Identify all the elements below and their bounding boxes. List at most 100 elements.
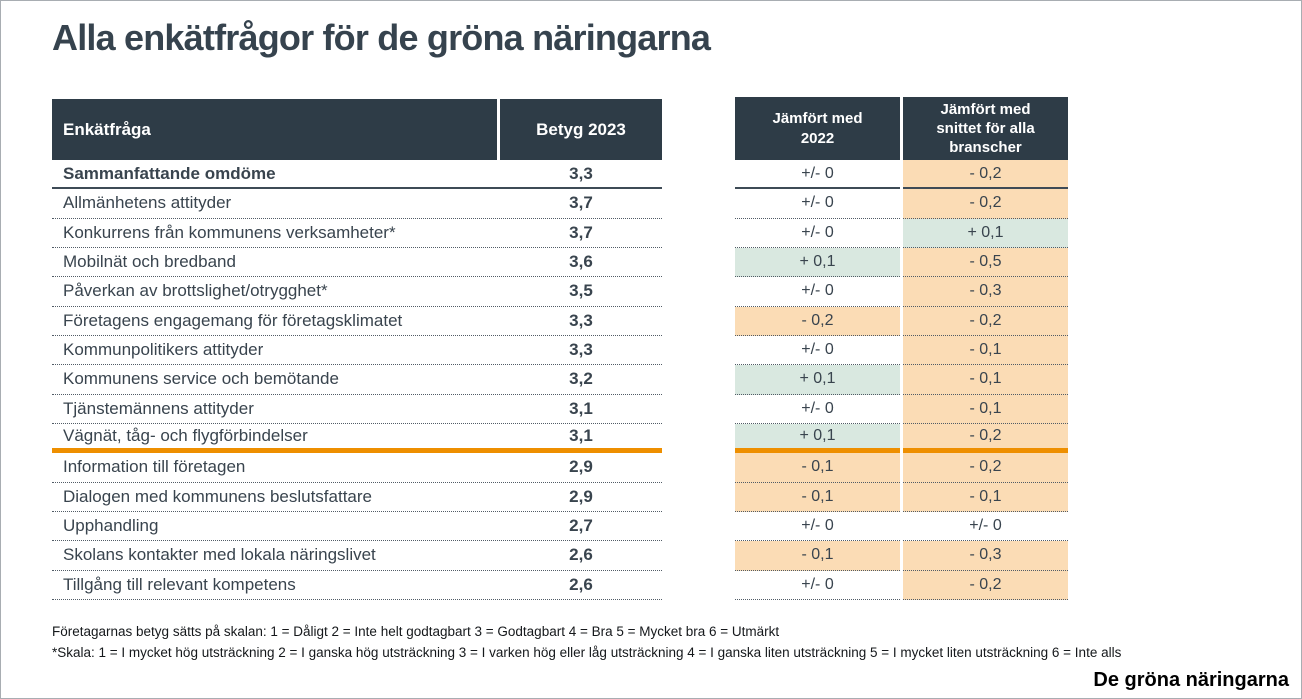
comparison-row: +/- 0- 0,3 (735, 277, 1068, 307)
question-label: Företagens engagemang för företagsklimat… (63, 310, 403, 330)
vs-2022-cell: +/- 0 (735, 395, 900, 424)
question-row: Företagens engagemang för företagsklimat… (52, 307, 662, 336)
comparison-row: +/- 0- 0,1 (735, 394, 1068, 424)
comparison-row: + 0,1- 0,2 (735, 423, 1068, 454)
question-label: Dialogen med kommunens beslutsfattare (63, 486, 372, 506)
vs-snitt-cell: - 0,1 (903, 482, 1068, 512)
vs-2022-cell: + 0,1 (735, 247, 900, 278)
column-header-vs-2022: Jämfört med 2022 (735, 97, 900, 160)
footnote-asterisk-scale: *Skala: 1 = I mycket hög utsträckning 2 … (52, 645, 1122, 660)
question-row: Konkurrens från kommunens verksamheter* 3… (52, 219, 662, 248)
question-label: Konkurrens från kommunens verksamheter* (63, 222, 396, 242)
betyg-value: 3,7 (569, 193, 593, 213)
betyg-value: 3,7 (569, 222, 593, 242)
question-row: Skolans kontakter med lokala näringslive… (52, 541, 662, 571)
question-row: Kommunens service och bemötande 3,2 (52, 365, 662, 395)
vs-2022-cell: - 0,1 (735, 482, 900, 512)
vs-2022-cell: - 0,1 (735, 541, 900, 571)
question-label: Kommunpolitikers attityder (63, 340, 264, 360)
comparison-row: + 0,1- 0,1 (735, 365, 1068, 395)
betyg-value: 3,6 (569, 252, 593, 272)
question-label: Sammanfattande omdöme (63, 163, 276, 183)
vs-2022-cell: +/- 0 (735, 219, 900, 248)
question-label: Upphandling (63, 516, 159, 536)
question-label: Påverkan av brottslighet/otrygghet* (63, 281, 328, 301)
question-row: Påverkan av brottslighet/otrygghet* 3,5 (52, 277, 662, 307)
vs-snitt-cell: - 0,2 (903, 306, 1068, 336)
column-header-vs-snitt: Jämfört med snittet för alla branscher (903, 97, 1068, 160)
comparison-row: + 0,1- 0,5 (735, 247, 1068, 278)
question-row: Upphandling 2,7 (52, 512, 662, 542)
betyg-value: 3,1 (569, 426, 593, 446)
question-label: Tillgång till relevant kompetens (63, 574, 296, 594)
question-row: Sammanfattande omdöme 3,3 (52, 160, 662, 190)
column-header-betyg-2023: Betyg 2023 (536, 119, 626, 139)
vs-snitt-cell: - 0,2 (903, 453, 1068, 483)
vs-snitt-cell: +/- 0 (903, 512, 1068, 542)
vs-snitt-cell: - 0,2 (903, 423, 1068, 454)
vs-snitt-cell: - 0,2 (903, 160, 1068, 190)
question-rows: Sammanfattande omdöme 3,3 Allmänhetens att… (52, 160, 662, 600)
betyg-value: 3,5 (569, 281, 593, 301)
footnote-rating-scale: Företagarnas betyg sätts på skalan: 1 = … (52, 624, 780, 639)
comparison-row: - 0,1- 0,1 (735, 482, 1068, 512)
comparison-rows: +/- 0- 0,2 +/- 0- 0,2 +/- 0 + 0,1 + 0,1- 0,5… (735, 160, 1068, 600)
ratings-table: Enkätfråga Betyg 2023 Sammanfattande omd… (52, 99, 662, 600)
vs-snitt-cell: - 0,3 (903, 277, 1068, 307)
comparison-row: +/- 0- 0,1 (735, 335, 1068, 366)
comparison-row: - 0,1- 0,2 (735, 453, 1068, 483)
vs-2022-cell: - 0,2 (735, 306, 900, 336)
vs-snitt-cell: - 0,1 (903, 394, 1068, 424)
question-label: Allmänhetens attityder (63, 193, 232, 213)
ratings-table-header: Enkätfråga Betyg 2023 (52, 99, 662, 160)
comparison-table: Jämfört med 2022 Jämfört med snittet för… (735, 97, 1068, 600)
vs-2022-cell: +/- 0 (735, 160, 900, 190)
betyg-value: 3,3 (569, 310, 593, 330)
vs-snitt-cell: - 0,2 (903, 570, 1068, 600)
question-row: Information till företagen 2,9 (52, 453, 662, 483)
comparison-row: +/- 0- 0,2 (735, 570, 1068, 600)
comparison-row: +/- 0 + 0,1 (735, 218, 1068, 248)
vs-2022-cell: +/- 0 (735, 189, 900, 219)
vs-snitt-cell: + 0,1 (903, 218, 1068, 248)
vs-2022-cell: +/- 0 (735, 336, 900, 366)
vs-snitt-cell: - 0,1 (903, 335, 1068, 366)
vs-2022-cell: + 0,1 (735, 423, 900, 454)
question-label: Tjänstemännens attityder (63, 398, 254, 418)
page-title: Alla enkätfrågor för de gröna näringarna (52, 17, 711, 58)
column-header-enkatfraga: Enkätfråga (52, 99, 500, 160)
betyg-value: 3,3 (569, 340, 593, 360)
comparison-row: +/- 0- 0,2 (735, 160, 1068, 190)
comparison-row: +/- 0 +/- 0 (735, 512, 1068, 542)
betyg-value: 2,9 (569, 486, 593, 506)
question-row: Kommunpolitikers attityder 3,3 (52, 336, 662, 366)
question-row: Dialogen med kommunens beslutsfattare 2,9 (52, 483, 662, 512)
footnotes: Företagarnas betyg sätts på skalan: 1 = … (52, 621, 1121, 663)
question-row: Tillgång till relevant kompetens 2,6 (52, 571, 662, 600)
comparison-row: - 0,1- 0,3 (735, 541, 1068, 571)
vs-2022-cell: - 0,1 (735, 453, 900, 483)
question-row: Allmänhetens attityder 3,7 (52, 189, 662, 219)
question-label: Information till företagen (63, 457, 246, 477)
betyg-value: 2,6 (569, 574, 593, 594)
betyg-value: 2,9 (569, 457, 593, 477)
vs-2022-cell: +/- 0 (735, 277, 900, 307)
vs-2022-cell: +/- 0 (735, 571, 900, 600)
question-label: Vägnät, tåg- och flygförbindelser (63, 426, 308, 446)
vs-snitt-cell: - 0,5 (903, 247, 1068, 278)
comparison-row: +/- 0- 0,2 (735, 189, 1068, 219)
vs-snitt-cell: - 0,3 (903, 541, 1068, 571)
question-label: Kommunens service och bemötande (63, 369, 339, 389)
question-row: Tjänstemännens attityder 3,1 (52, 395, 662, 424)
betyg-value: 3,3 (569, 163, 593, 183)
comparison-row: - 0,2- 0,2 (735, 306, 1068, 336)
question-label: Mobilnät och bredband (63, 252, 236, 272)
vs-snitt-cell: - 0,2 (903, 189, 1068, 219)
brand-label: De gröna näringarna (1093, 669, 1289, 691)
question-label: Skolans kontakter med lokala näringslive… (63, 545, 376, 565)
vs-2022-cell: +/- 0 (735, 512, 900, 542)
betyg-value: 3,2 (569, 369, 593, 389)
betyg-value: 3,1 (569, 398, 593, 418)
comparison-table-header: Jämfört med 2022 Jämfört med snittet för… (735, 97, 1068, 160)
question-row: Vägnät, tåg- och flygförbindelser 3,1 (52, 424, 662, 454)
